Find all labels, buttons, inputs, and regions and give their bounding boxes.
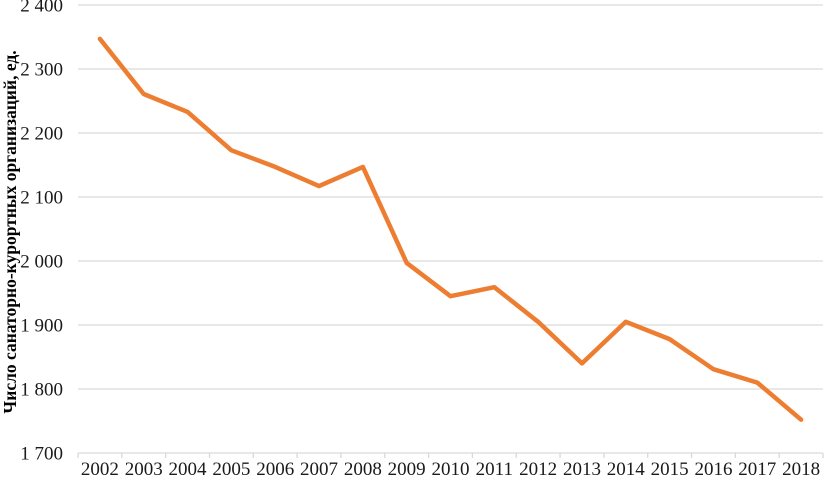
y-tick-label: 2 100 xyxy=(20,188,63,209)
x-tick-label: 2014 xyxy=(607,459,646,480)
x-tick-label: 2013 xyxy=(563,459,601,480)
y-axis-title: Число санаторно-курортных организаций, е… xyxy=(0,50,20,413)
x-tick-label: 2007 xyxy=(300,459,338,480)
x-tick-label: 2009 xyxy=(388,459,426,480)
x-tick-label: 2017 xyxy=(738,459,776,480)
x-tick-label: 2016 xyxy=(694,459,732,480)
x-tick-label: 2010 xyxy=(432,459,470,480)
y-tick-label: 2 400 xyxy=(20,0,63,17)
x-tick-label: 2002 xyxy=(81,459,119,480)
x-tick-label: 2015 xyxy=(651,459,689,480)
x-tick-label: 2011 xyxy=(476,459,513,480)
x-axis-labels-group: 2002 2003 2004 2005 2006 2007 2008 2009 2010 2011… xyxy=(81,459,820,480)
x-tick-label: 2005 xyxy=(212,459,250,480)
y-tick-label: 1 800 xyxy=(20,380,63,401)
data-series-line xyxy=(97,36,804,422)
x-tick-label: 2003 xyxy=(125,459,163,480)
gridlines-group xyxy=(78,4,823,454)
x-tick-label: 2018 xyxy=(782,459,820,480)
x-tick-label: 2006 xyxy=(256,459,294,480)
x-axis-ticks-group xyxy=(77,453,824,458)
y-tick-label: 1 700 xyxy=(20,444,63,465)
x-tick-label: 2008 xyxy=(344,459,382,480)
x-tick-label: 2004 xyxy=(169,459,208,480)
y-tick-label: 2 000 xyxy=(20,252,63,273)
x-tick-label: 2012 xyxy=(519,459,557,480)
y-axis-labels-group: 1 700 1 800 1 900 2 000 2 100 2 200 2 300 2 400 xyxy=(20,0,63,465)
y-tick-label: 1 900 xyxy=(20,316,63,337)
y-tick-label: 2 200 xyxy=(20,124,63,145)
y-tick-label: 2 300 xyxy=(20,60,63,81)
